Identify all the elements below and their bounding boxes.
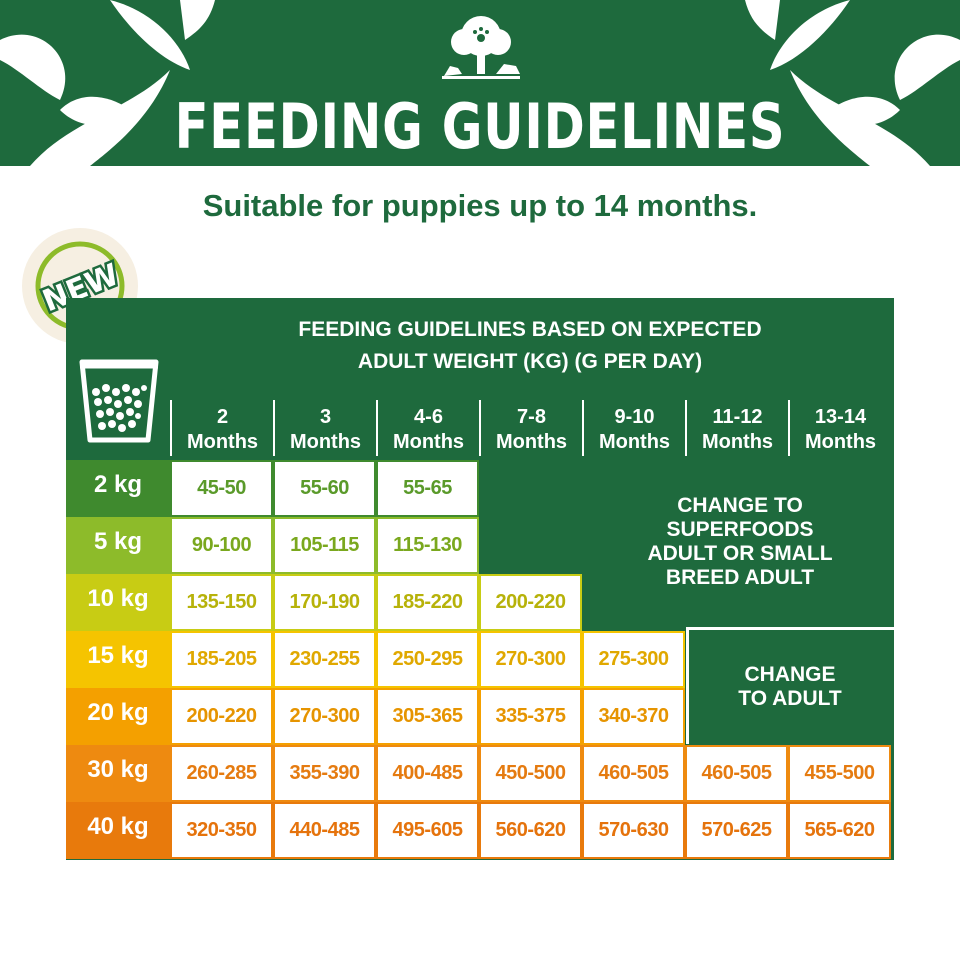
table-cell: 565-620 [788,802,891,859]
message-line: CHANGE TO [677,494,803,517]
column-header-4-6-months: 4-6 Months [376,400,479,456]
column-header-age: 3 [319,406,332,428]
table-cell: 320-350 [170,802,273,859]
row-label-10kg: 10 kg [66,574,170,631]
row-label-5kg: 5 kg [66,517,170,574]
row-label-40kg: 40 kg [66,802,170,859]
table-cell: 570-630 [582,802,685,859]
table-cell: 230-255 [273,631,376,688]
table-cell: 460-505 [582,745,685,802]
table-cell: 270-300 [479,631,582,688]
table-cell: 200-220 [170,688,273,745]
table-cell: 250-295 [376,631,479,688]
table-cell: 355-390 [273,745,376,802]
table-cell: 460-505 [685,745,788,802]
row-label-2kg: 2 kg [66,460,170,517]
column-header-unit: Months [804,431,877,453]
row-label-30kg: 30 kg [66,745,170,802]
column-header-11-12-months: 11-12 Months [685,400,788,456]
table-cell: 440-485 [273,802,376,859]
table-cell: 90-100 [170,517,273,574]
row-label-15kg: 15 kg [66,631,170,688]
change-to-superfoods-message: CHANGE TO SUPERFOODS ADULT OR SMALL BREE… [585,494,895,590]
column-header-unit: Months [289,431,362,453]
table-cell: 560-620 [479,802,582,859]
table-cell: 185-220 [376,574,479,631]
column-header-13-14-months: 13-14 Months [788,400,891,456]
message-line: CHANGE [744,663,836,686]
tree-logo-icon [442,16,520,79]
column-header-age: 13-14 [814,406,867,428]
table-cell: 55-65 [376,460,479,517]
table-cell: 340-370 [582,688,685,745]
column-header-age: 11-12 [712,406,763,428]
table-cell: 450-500 [479,745,582,802]
column-header-9-10-months: 9-10 Months [582,400,685,456]
table-cell: 270-300 [273,688,376,745]
column-header-age: 7-8 [517,406,546,428]
table-cell: 335-375 [479,688,582,745]
table-cell: 495-605 [376,802,479,859]
table-header-line1: FEEDING GUIDELINES BASED ON EXPECTED [298,318,762,341]
table-cell: 455-500 [788,745,891,802]
message-divider [686,627,689,744]
column-header-age: 2 [216,406,229,428]
message-line: TO ADULT [738,687,842,710]
change-to-adult-message: CHANGE TO ADULT [686,663,894,711]
leaf-pattern [0,0,960,166]
column-header-age: 9-10 [614,406,655,428]
table-cell: 45-50 [170,460,273,517]
column-header-unit: Months [701,431,774,453]
column-header-2-months: 2 Months [170,400,273,456]
table-header-line2: ADULT WEIGHT (KG) (G PER DAY) [357,350,703,373]
page-title: FEEDING GUIDELINES [174,90,786,163]
column-header-age: 4-6 [414,406,443,428]
table-header: FEEDING GUIDELINES BASED ON EXPECTED ADU… [170,314,890,378]
table-cell: 305-365 [376,688,479,745]
table-cell: 200-220 [479,574,582,631]
message-line: SUPERFOODS [666,518,814,541]
column-header-7-8-months: 7-8 Months [479,400,582,456]
table-cell: 105-115 [273,517,376,574]
table-cell: 275-300 [582,631,685,688]
message-divider [686,627,894,630]
table-cell: 135-150 [170,574,273,631]
table-cell: 170-190 [273,574,376,631]
column-header-unit: Months [598,431,671,453]
table-cell: 570-625 [685,802,788,859]
table-cell: 115-130 [376,517,479,574]
message-line: ADULT OR SMALL [647,542,833,565]
column-header-3-months: 3 Months [273,400,376,456]
column-header-unit: Months [495,431,568,453]
message-line: BREED ADULT [665,566,815,589]
table-cell: 55-60 [273,460,376,517]
page-subtitle: Suitable for puppies up to 14 months. [202,188,758,223]
row-label-20kg: 20 kg [66,688,170,745]
table-cell: 260-285 [170,745,273,802]
table-cell: 185-205 [170,631,273,688]
column-header-unit: Months [392,431,465,453]
table-cell: 400-485 [376,745,479,802]
column-header-unit: Months [186,431,259,453]
measuring-cup-icon [79,359,159,443]
